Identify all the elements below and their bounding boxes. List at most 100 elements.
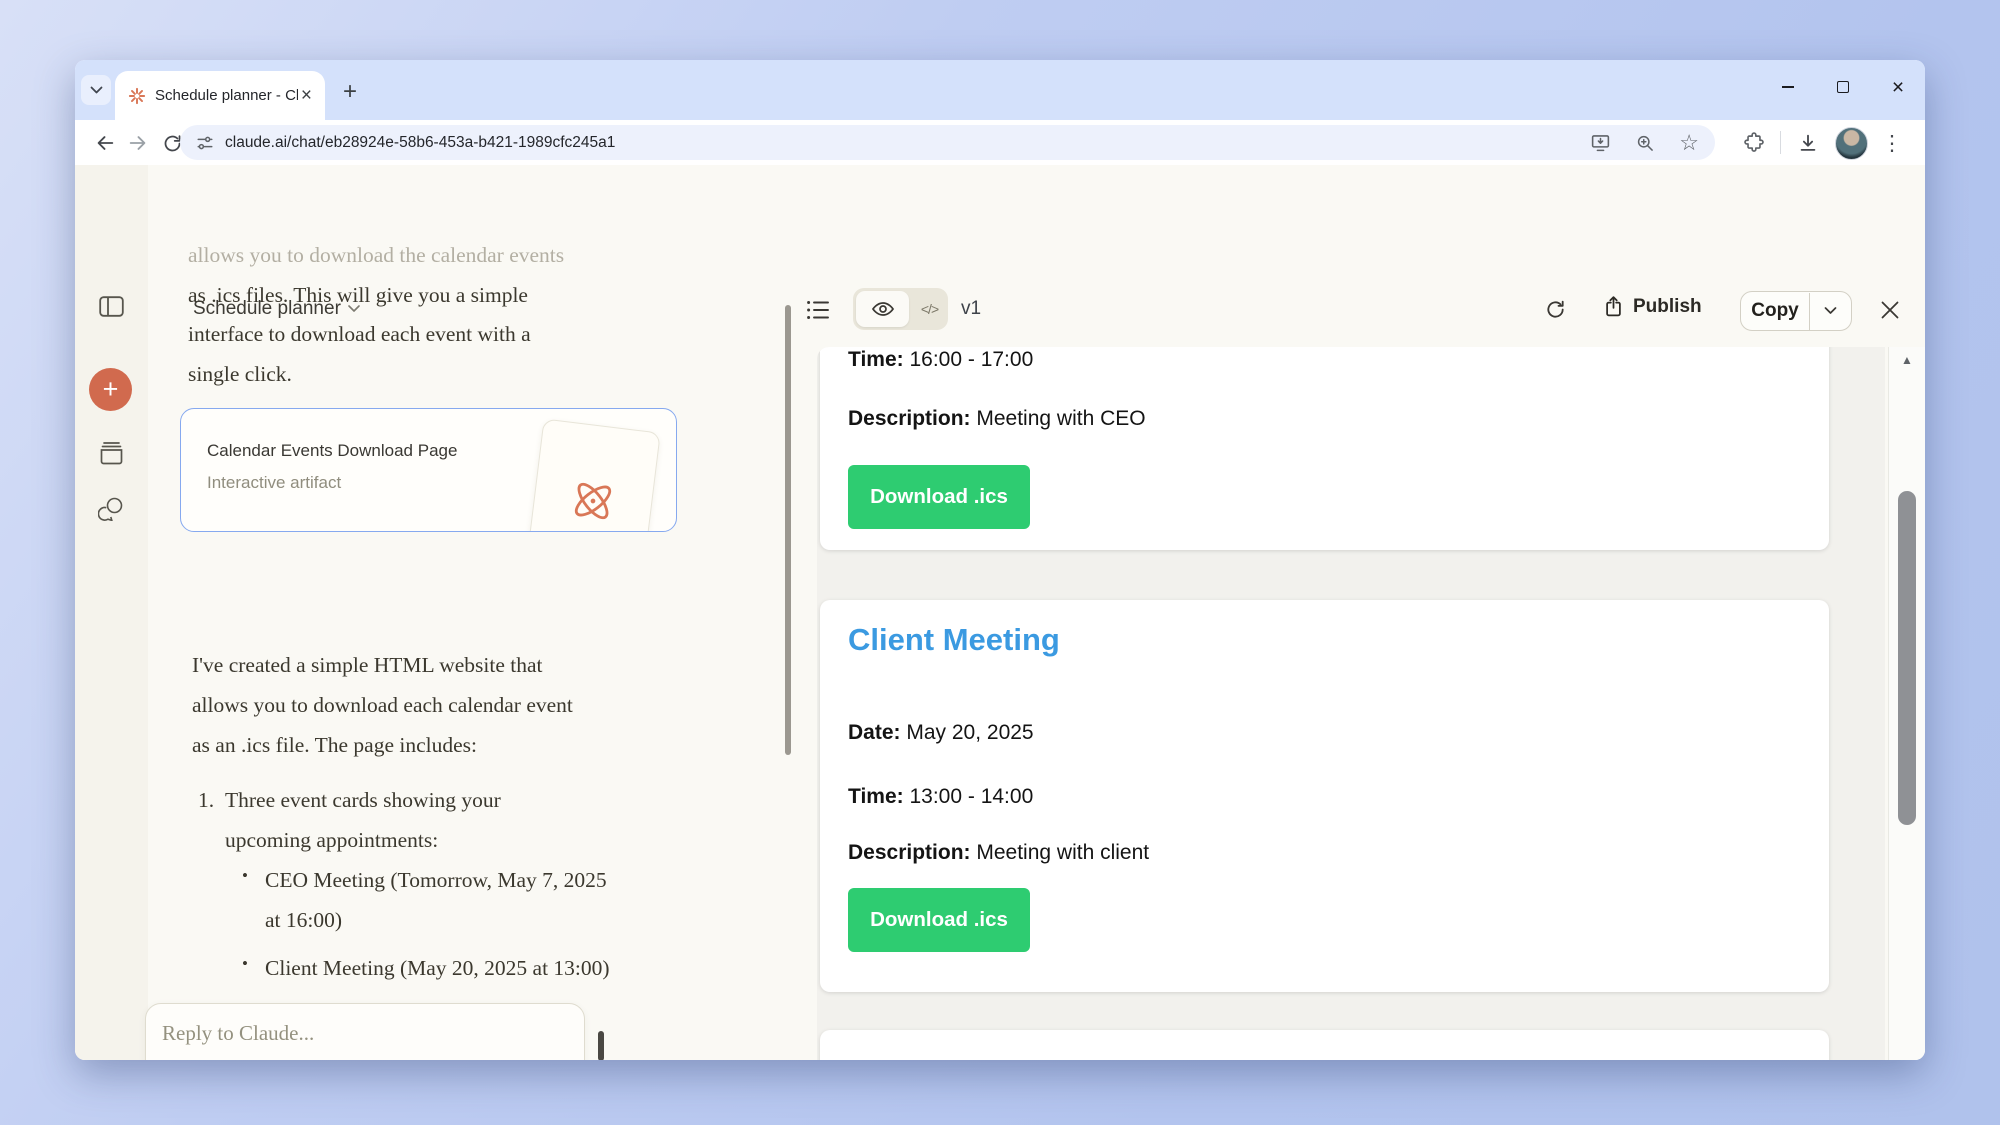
time-label: Time: — [848, 348, 904, 371]
artifact-content: Time: 16:00 - 17:00 Description: Meeting… — [817, 347, 1885, 1060]
sidebar-toggle-icon[interactable] — [97, 293, 125, 319]
window-minimize-button[interactable] — [1767, 72, 1809, 102]
time-label: Time: — [848, 785, 904, 808]
download-ics-button[interactable]: Download .ics — [848, 888, 1030, 952]
artifact-preview-card[interactable]: Calendar Events Download Page Interactiv… — [180, 408, 677, 532]
bookmark-star-icon[interactable]: ☆ — [1679, 129, 1699, 155]
browser-tab[interactable]: Schedule planner - Claude × — [115, 71, 325, 120]
list-number: 1. — [198, 788, 215, 812]
artifact-card-subtitle: Interactive artifact — [207, 473, 342, 492]
bullet-line: CEO Meeting (Tomorrow, May 7, 2025 — [265, 868, 607, 892]
tab-search-button[interactable] — [81, 75, 111, 105]
left-rail: + C — [75, 165, 148, 1060]
browser-menu-icon[interactable]: ⋮ — [1881, 131, 1903, 155]
extensions-icon[interactable] — [1739, 128, 1769, 158]
back-button[interactable] — [88, 126, 122, 160]
event-description: Description: Meeting with CEO — [848, 407, 1146, 431]
bullet-line: at 16:00) — [265, 908, 343, 932]
artifact-list-icon[interactable] — [801, 295, 835, 325]
reply-input[interactable]: Reply to Claude... — [162, 1021, 315, 1045]
artifact-thumbnail — [525, 418, 661, 531]
reload-button[interactable] — [155, 126, 189, 160]
chat-scrollbar-thumb[interactable] — [785, 305, 791, 755]
minimize-icon — [1782, 86, 1794, 88]
conversation-title-text: Schedule planner — [193, 298, 341, 319]
site-settings-icon[interactable] — [196, 134, 214, 152]
projects-icon[interactable] — [96, 439, 126, 467]
message-line: interface to download each event with a — [188, 322, 531, 346]
profile-avatar[interactable] — [1835, 127, 1868, 160]
share-icon — [1603, 295, 1624, 318]
code-toggle-button[interactable]: </> — [920, 301, 939, 317]
bullet-line: Client Meeting (May 20, 2025 at 13:00) — [265, 956, 610, 980]
close-artifact-button[interactable] — [1873, 293, 1907, 327]
publish-button[interactable]: Publish — [1603, 295, 1702, 318]
event-time: Time: 16:00 - 17:00 — [848, 348, 1033, 372]
message-line: allows you to download the calendar even… — [188, 243, 565, 267]
reply-composer: Reply to Claude... + Claude 3.7 Sonnet — [145, 1003, 585, 1060]
atom-icon — [563, 471, 623, 531]
download-ics-button[interactable]: Download .ics — [848, 465, 1030, 529]
claude-app: + C Schedule planner allows you to downl… — [75, 165, 1925, 1060]
artifact-version-label[interactable]: v1 — [961, 298, 982, 319]
chevron-down-icon — [348, 305, 360, 313]
conversation-title[interactable]: Schedule planner — [193, 298, 360, 320]
message-line: as an .ics file. The page includes: — [192, 733, 477, 757]
date-value: May 20, 2025 — [906, 721, 1034, 744]
description-value: Meeting with client — [976, 841, 1150, 864]
artifact-card-title: Calendar Events Download Page — [207, 441, 458, 460]
refresh-artifact-button[interactable] — [1537, 293, 1573, 325]
copy-split-button[interactable]: Copy — [1740, 291, 1852, 331]
artifact-scrollbar[interactable]: ▲ ▼ — [1888, 347, 1925, 1060]
plus-icon: + — [102, 374, 119, 404]
description-value: Meeting with CEO — [976, 407, 1146, 430]
publish-label: Publish — [1633, 295, 1702, 317]
event-card-client-meeting: Client Meeting Date: May 20, 2025 Time: … — [820, 600, 1829, 992]
toolbar-separator — [1780, 131, 1781, 154]
bullet-glyph: • — [242, 954, 248, 973]
window-close-button[interactable]: × — [1891, 75, 1905, 99]
event-time: Time: 13:00 - 14:00 — [848, 785, 1033, 809]
date-label: Date: — [848, 721, 901, 744]
message-line: allows you to download each calendar eve… — [192, 693, 573, 717]
event-card-lunch: Lunch Date: May 27, 2025 — [820, 1030, 1829, 1060]
claude-favicon-icon — [128, 87, 146, 105]
forward-button[interactable] — [121, 126, 155, 160]
composer-scrollbar-thumb[interactable] — [598, 1031, 604, 1060]
chats-icon[interactable] — [97, 495, 125, 522]
install-app-icon[interactable] — [1590, 132, 1611, 153]
time-value: 13:00 - 14:00 — [909, 785, 1034, 808]
tab-close-icon[interactable]: × — [300, 85, 312, 106]
event-date: Date: May 20, 2025 — [848, 721, 1034, 745]
chevron-down-icon — [90, 86, 103, 95]
copy-menu-button[interactable] — [1810, 307, 1851, 315]
new-tab-button[interactable]: + — [342, 78, 357, 105]
window-restore-button[interactable] — [1822, 72, 1864, 102]
message-line: as .ics files. This will give you a simp… — [188, 283, 528, 307]
restore-icon — [1837, 77, 1852, 93]
time-value: 16:00 - 17:00 — [909, 348, 1034, 371]
downloads-icon[interactable] — [1793, 128, 1823, 158]
description-label: Description: — [848, 407, 971, 430]
message-line: I've created a simple HTML website that — [192, 653, 543, 677]
zoom-icon[interactable] — [1635, 133, 1655, 153]
eye-icon — [871, 300, 895, 318]
description-label: Description: — [848, 841, 971, 864]
event-title: Lunch — [848, 1056, 941, 1060]
event-card-ceo: Time: 16:00 - 17:00 Description: Meeting… — [820, 347, 1829, 550]
tab-strip: Schedule planner - Claude × + × — [75, 60, 1925, 120]
address-bar[interactable]: claude.ai/chat/eb28924e-58b6-453a-b421-1… — [180, 125, 1715, 160]
artifact-scrollbar-thumb[interactable] — [1898, 491, 1916, 825]
url-text[interactable]: claude.ai/chat/eb28924e-58b6-453a-b421-1… — [225, 133, 616, 151]
new-chat-button[interactable]: + — [89, 368, 132, 411]
artifact-view-toggle: </> — [853, 288, 948, 330]
copy-button-divider — [1809, 292, 1810, 330]
copy-label[interactable]: Copy — [1751, 300, 1799, 321]
list-item-line: upcoming appointments: — [225, 828, 439, 852]
message-line: single click. — [188, 362, 292, 386]
event-description: Description: Meeting with client — [848, 841, 1149, 865]
preview-toggle-button[interactable] — [856, 291, 909, 327]
scrollbar-up-arrow[interactable]: ▲ — [1901, 353, 1913, 367]
browser-toolbar: claude.ai/chat/eb28924e-58b6-453a-b421-1… — [75, 120, 1925, 165]
